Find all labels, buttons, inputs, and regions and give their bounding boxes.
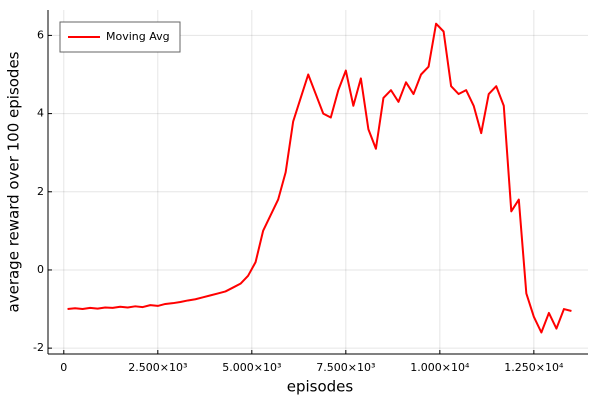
x-tick-label: 0 [60,361,67,374]
x-tick-label: 1.250×10⁴ [504,361,564,374]
y-axis-label: average reward over 100 episodes [5,51,23,312]
x-tick-label: 2.500×10³ [128,361,187,374]
y-tick-label: 6 [37,28,44,41]
y-tick-label: 4 [37,107,44,120]
legend-label: Moving Avg [106,30,170,43]
y-tick-label: 0 [37,263,44,276]
y-tick-label: 2 [37,185,44,198]
x-tick-label: 1.000×10⁴ [410,361,470,374]
y-tick-label: -2 [33,341,44,354]
x-tick-label: 5.000×10³ [222,361,281,374]
x-tick-label: 7.500×10³ [316,361,375,374]
line-series [67,22,572,334]
x-axis-label: episodes [287,378,354,396]
